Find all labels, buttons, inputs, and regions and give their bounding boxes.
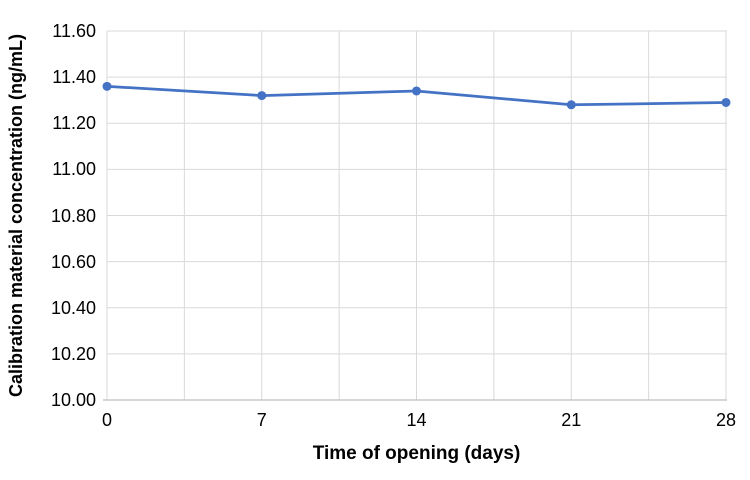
data-point-marker [102,81,112,91]
y-tick-label: 10.40 [50,297,96,318]
y-tick-label: 10.60 [50,251,96,272]
x-tick-label: 14 [406,410,427,430]
y-tick-label: 11.20 [52,113,96,134]
y-tick-label: 10.00 [50,390,96,410]
x-axis-title: Time of opening (days) [312,443,521,464]
y-axis-tick-labels: 10.00 10.20 10.40 10.60 10.80 11.00 11.20 11.40… [0,0,100,480]
data-point-marker [412,86,421,96]
y-tick-label: 10.80 [50,205,96,226]
data-point-marker [721,97,731,107]
data-point-marker [566,100,576,110]
y-tick-label: 10.20 [50,343,96,364]
x-tick-label: 28 [715,410,737,430]
y-tick-label: 11.40 [52,67,96,88]
y-tick-label: 11.60 [52,21,96,41]
x-tick-label: 21 [561,410,582,430]
x-tick-label: 7 [256,410,267,430]
chart-svg [102,30,731,401]
plot-area [102,30,731,401]
y-tick-label: 11.00 [52,159,96,180]
x-tick-label: 0 [101,410,113,430]
data-point-marker [257,91,267,101]
